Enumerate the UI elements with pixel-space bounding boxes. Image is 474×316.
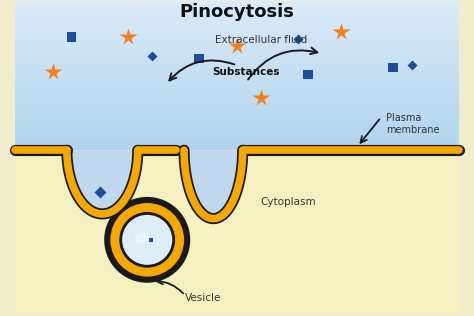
Bar (15, 109, 459, 115)
Polygon shape (184, 150, 243, 219)
Text: Extracellular fluid: Extracellular fluid (215, 35, 307, 45)
Bar (15, 50, 459, 56)
Bar (15, 64, 459, 70)
Bar (15, 114, 459, 120)
Bar (15, 89, 459, 95)
Bar (15, 10, 459, 16)
Circle shape (104, 197, 190, 283)
Bar (15, 129, 459, 135)
Bar (15, 5, 459, 11)
Bar (15, 30, 459, 36)
Bar (15, 150, 459, 315)
Bar (15, 144, 459, 150)
Bar (194, 53, 204, 63)
Bar (15, 15, 459, 21)
Bar (15, 35, 459, 40)
Bar (15, 84, 459, 90)
Polygon shape (67, 150, 138, 214)
Ellipse shape (135, 232, 150, 243)
Bar (67, 32, 76, 42)
Bar (15, 125, 459, 130)
Text: Vesicle: Vesicle (185, 293, 221, 303)
Bar (15, 0, 459, 6)
Circle shape (110, 203, 184, 276)
Text: Plasma
membrane: Plasma membrane (386, 113, 439, 135)
Bar (15, 139, 459, 145)
Circle shape (122, 215, 172, 265)
Bar (15, 25, 459, 31)
Bar (15, 45, 459, 51)
Bar (388, 63, 398, 72)
Bar (15, 59, 459, 65)
Bar (15, 80, 459, 85)
Bar (15, 40, 459, 46)
Bar (15, 55, 459, 60)
Bar (15, 70, 459, 76)
Text: Cytoplasm: Cytoplasm (261, 197, 316, 207)
Text: Pinocytosis: Pinocytosis (180, 3, 294, 21)
Bar (15, 134, 459, 140)
Bar (15, 119, 459, 125)
Bar (15, 20, 459, 26)
Bar (15, 75, 459, 81)
Bar (15, 104, 459, 110)
Bar (15, 100, 459, 105)
Bar (15, 94, 459, 100)
Bar (149, 238, 154, 242)
Text: Substances: Substances (213, 67, 280, 77)
Circle shape (119, 212, 175, 268)
Bar (303, 70, 313, 79)
